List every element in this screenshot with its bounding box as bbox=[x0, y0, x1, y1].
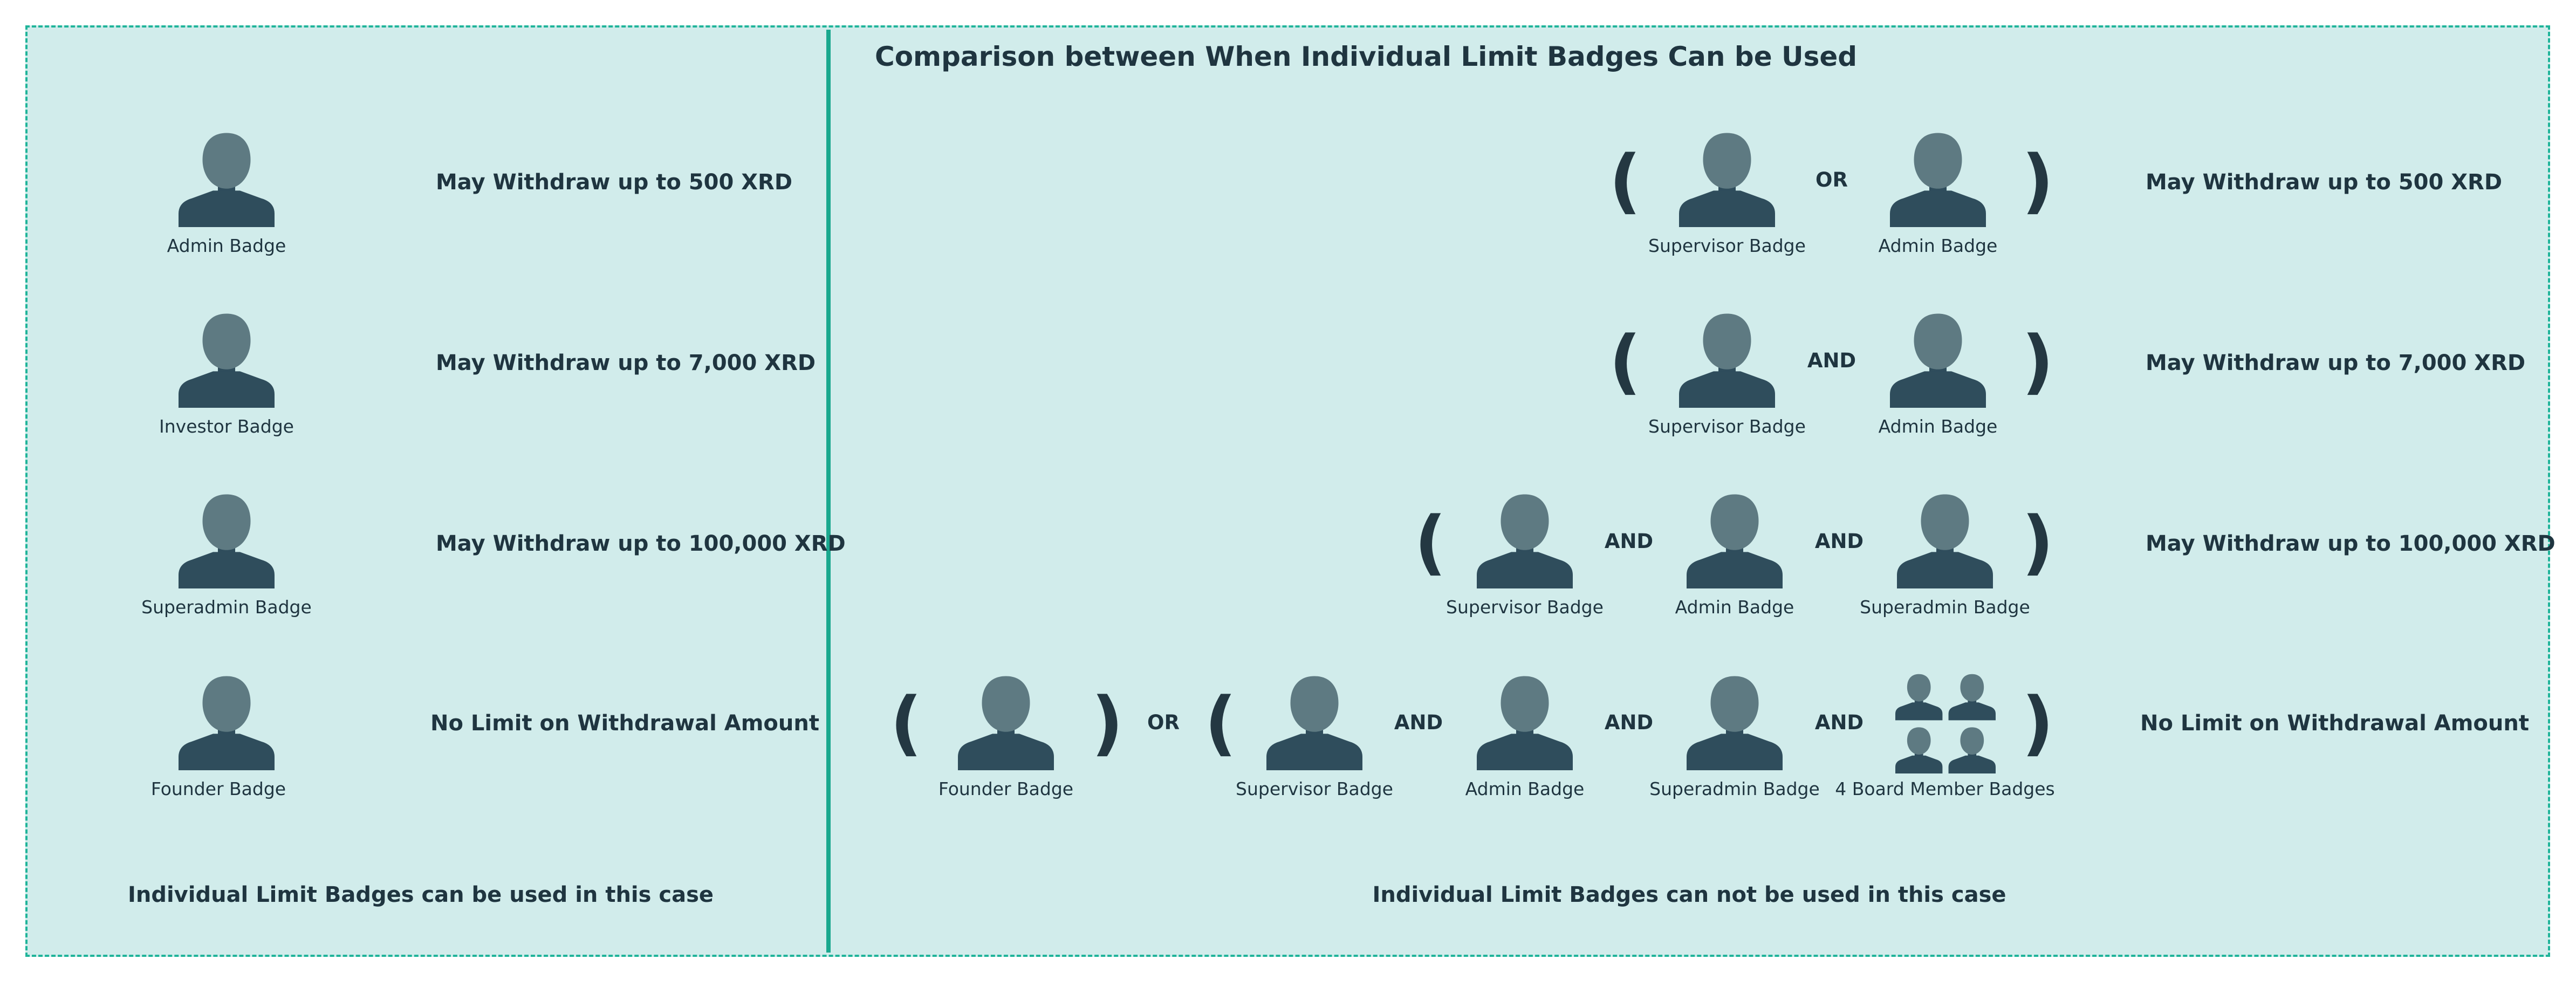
badge-label: Admin Badge bbox=[1465, 778, 1585, 799]
person-icon bbox=[1477, 674, 1573, 770]
person-icon bbox=[1687, 492, 1783, 588]
person-icon bbox=[179, 131, 275, 227]
person-icon bbox=[1266, 674, 1362, 770]
operator-and: AND bbox=[1814, 530, 1864, 553]
person-icon bbox=[1897, 492, 1993, 588]
result-text: May Withdraw up to 7,000 XRD bbox=[2146, 351, 2526, 375]
operator-or: OR bbox=[1815, 168, 1848, 191]
close-paren: ) bbox=[2022, 140, 2054, 222]
close-paren: ) bbox=[1091, 682, 1123, 764]
badge-label: Superadmin Badge bbox=[1860, 597, 2030, 618]
result-text: May Withdraw up to 7,000 XRD bbox=[436, 351, 816, 375]
open-paren: ( bbox=[1414, 501, 1447, 583]
close-paren: ) bbox=[2022, 501, 2054, 583]
open-paren: ( bbox=[1204, 682, 1237, 764]
operator-and: AND bbox=[1807, 349, 1856, 372]
open-paren: ( bbox=[1609, 320, 1641, 402]
person-icon bbox=[179, 492, 275, 588]
panel-divider bbox=[826, 30, 831, 953]
result-text: May Withdraw up to 100,000 XRD bbox=[2146, 531, 2556, 556]
operator-and: AND bbox=[1604, 711, 1654, 734]
person-icon bbox=[1477, 492, 1573, 588]
right-caption: Individual Limit Badges can not be used … bbox=[1372, 882, 2006, 907]
diagram-title: Comparison between When Individual Limit… bbox=[875, 41, 1858, 72]
badge-label: Founder Badge bbox=[938, 778, 1074, 799]
badge-label: Admin Badge bbox=[1878, 235, 1998, 256]
badge-label: Investor Badge bbox=[159, 416, 294, 437]
person-icon bbox=[1890, 312, 1986, 408]
badge-label: Supervisor Badge bbox=[1648, 416, 1806, 437]
person-icon bbox=[179, 312, 275, 408]
operator-or: OR bbox=[1147, 711, 1180, 734]
result-text: May Withdraw up to 500 XRD bbox=[2146, 170, 2503, 195]
badge-label: Supervisor Badge bbox=[1648, 235, 1806, 256]
open-paren: ( bbox=[890, 682, 922, 764]
operator-and: AND bbox=[1394, 711, 1443, 734]
operator-and: AND bbox=[1604, 530, 1654, 553]
person-icon bbox=[1890, 131, 1986, 227]
close-paren: ) bbox=[2022, 682, 2054, 764]
result-text: May Withdraw up to 100,000 XRD bbox=[436, 531, 846, 556]
diagram-frame bbox=[25, 25, 2550, 957]
badge-label: Admin Badge bbox=[167, 235, 286, 256]
badge-label: Supervisor Badge bbox=[1236, 778, 1393, 799]
badge-label: Founder Badge bbox=[150, 778, 286, 799]
result-text: No Limit on Withdrawal Amount bbox=[2140, 711, 2529, 736]
person-icon bbox=[1687, 674, 1783, 770]
close-paren: ) bbox=[2022, 320, 2054, 402]
operator-and: AND bbox=[1814, 711, 1864, 734]
person-icon bbox=[179, 674, 275, 770]
badge-label: Admin Badge bbox=[1675, 597, 1794, 618]
group-of-four-icon bbox=[1895, 673, 1996, 773]
badge-label: 4 Board Member Badges bbox=[1835, 778, 2055, 799]
person-icon bbox=[958, 674, 1054, 770]
left-caption: Individual Limit Badges can be used in t… bbox=[127, 882, 714, 907]
badge-label: Supervisor Badge bbox=[1446, 597, 1604, 618]
open-paren: ( bbox=[1609, 140, 1641, 222]
result-text: May Withdraw up to 500 XRD bbox=[436, 170, 793, 195]
person-icon bbox=[1679, 312, 1775, 408]
badge-label: Admin Badge bbox=[1878, 416, 1998, 437]
person-icon bbox=[1679, 131, 1775, 227]
badge-label: Superadmin Badge bbox=[141, 597, 312, 618]
result-text: No Limit on Withdrawal Amount bbox=[430, 711, 819, 736]
badge-label: Superadmin Badge bbox=[1649, 778, 1820, 799]
